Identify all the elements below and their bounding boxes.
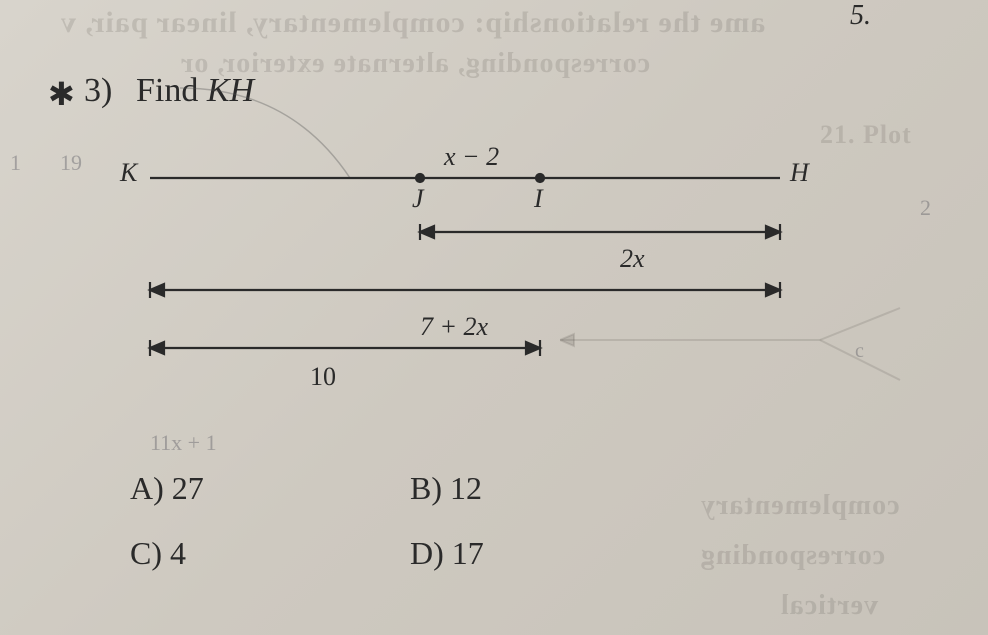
ghost-r4: vertical [780,590,878,622]
ghost-r3: corresponding [700,540,885,572]
label-ki: 7 + 2x [420,312,488,342]
question-number: 3) [84,72,112,110]
label-kj: 10 [310,362,336,392]
star-icon: ✱ [48,75,75,113]
label-H: H [790,158,809,188]
label-J: J [412,184,424,214]
faint-r23: 2 [920,195,931,221]
answer-choices: A) 27 B) 12 C) 4 D) 17 [130,470,550,600]
faint-bottom: 11x + 1 [150,430,217,456]
ghost-r2: complementary [700,490,900,522]
prompt-prefix: Find [136,72,207,109]
faint-19: 19 [60,150,82,176]
choice-B: B) 12 [410,470,550,507]
worksheet-page: ame the relationship: complementary, lin… [0,0,988,635]
label-ji: x − 2 [444,142,499,172]
label-K: K [120,158,137,188]
choice-A: A) 27 [130,470,270,507]
question-prompt: Find KH [136,72,254,110]
ghost-lines [560,300,960,420]
label-I: I [534,184,543,214]
ghost-line-1: ame the relationship: complementary, lin… [60,6,765,40]
faint-1: 1 [10,150,21,176]
choice-D: D) 17 [410,535,550,572]
label-jh: 2x [620,244,645,274]
top-right-num: 5. [850,0,871,32]
choice-C: C) 4 [130,535,270,572]
prompt-var: KH [207,72,254,109]
